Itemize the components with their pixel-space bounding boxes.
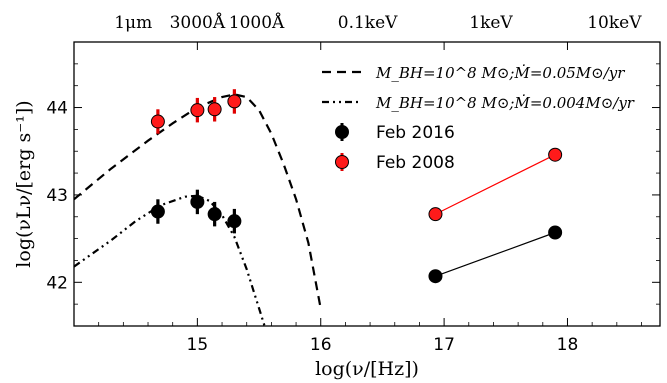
xray-point	[548, 225, 563, 240]
x-tick-label: 17	[433, 335, 455, 355]
data-point	[227, 94, 242, 109]
legend-entry-label: M_BH=10^8 M⊙;Ṁ=0.004M⊙/yr	[375, 94, 635, 112]
y-axis-label: log(νLν/[erg s⁻¹])	[13, 100, 35, 267]
model-curve-2	[74, 194, 266, 326]
data-point	[227, 214, 242, 229]
top-axis-label: 10keV	[587, 13, 642, 33]
plot-frame	[73, 41, 661, 327]
legend-entry-label: Feb 2016	[376, 123, 455, 143]
data-point	[150, 114, 165, 129]
top-axis-label: 1keV	[469, 13, 513, 33]
y-tick-label: 43	[46, 186, 68, 206]
data-point	[207, 207, 222, 222]
ticks-layer: 15 16 17 18 42 43 44 1μm 3000Å 1000Å 0.1keV 1keV 10k…	[46, 12, 660, 355]
legend-entry-label: Feb 2008	[376, 153, 455, 173]
xray-line-1	[435, 231, 556, 277]
xray-point	[428, 207, 443, 222]
legend-marker-swatch	[335, 155, 349, 169]
xray-point	[428, 269, 443, 284]
data-point	[190, 194, 205, 209]
data-point	[190, 103, 205, 118]
top-axis-label: 3000Å	[170, 12, 226, 33]
data-point	[150, 204, 165, 219]
model-curve-1	[74, 93, 322, 309]
top-axis-label: 0.1keV	[338, 13, 398, 33]
y-tick-label: 44	[46, 99, 68, 119]
xray-point	[548, 147, 563, 162]
y-tick-label: 42	[46, 273, 68, 293]
top-axis-label: 1000Å	[229, 12, 285, 33]
xray-line-2	[435, 154, 556, 215]
series-layer	[74, 89, 563, 326]
legend: M_BH=10^8 M⊙;Ṁ=0.05M⊙/yr M_BH=10^8 M⊙;Ṁ=0…	[322, 64, 635, 173]
legend-marker-swatch	[335, 125, 349, 139]
x-axis-label: log(ν/[Hz])	[315, 358, 419, 380]
legend-entry-label: M_BH=10^8 M⊙;Ṁ=0.05M⊙/yr	[375, 64, 625, 82]
x-tick-label: 15	[187, 335, 209, 355]
data-point	[207, 102, 222, 117]
x-tick-label: 18	[557, 335, 579, 355]
x-tick-label: 16	[310, 335, 332, 355]
top-axis-label: 1μm	[114, 13, 152, 33]
